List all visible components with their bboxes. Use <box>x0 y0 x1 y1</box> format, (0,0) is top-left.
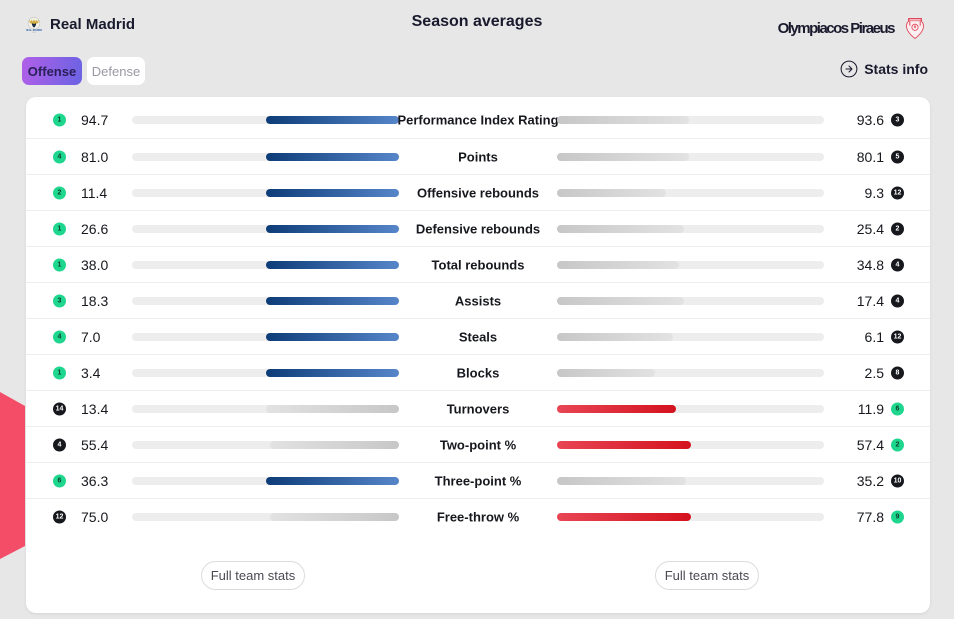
svg-text:C. F.: C. F. <box>32 32 36 34</box>
